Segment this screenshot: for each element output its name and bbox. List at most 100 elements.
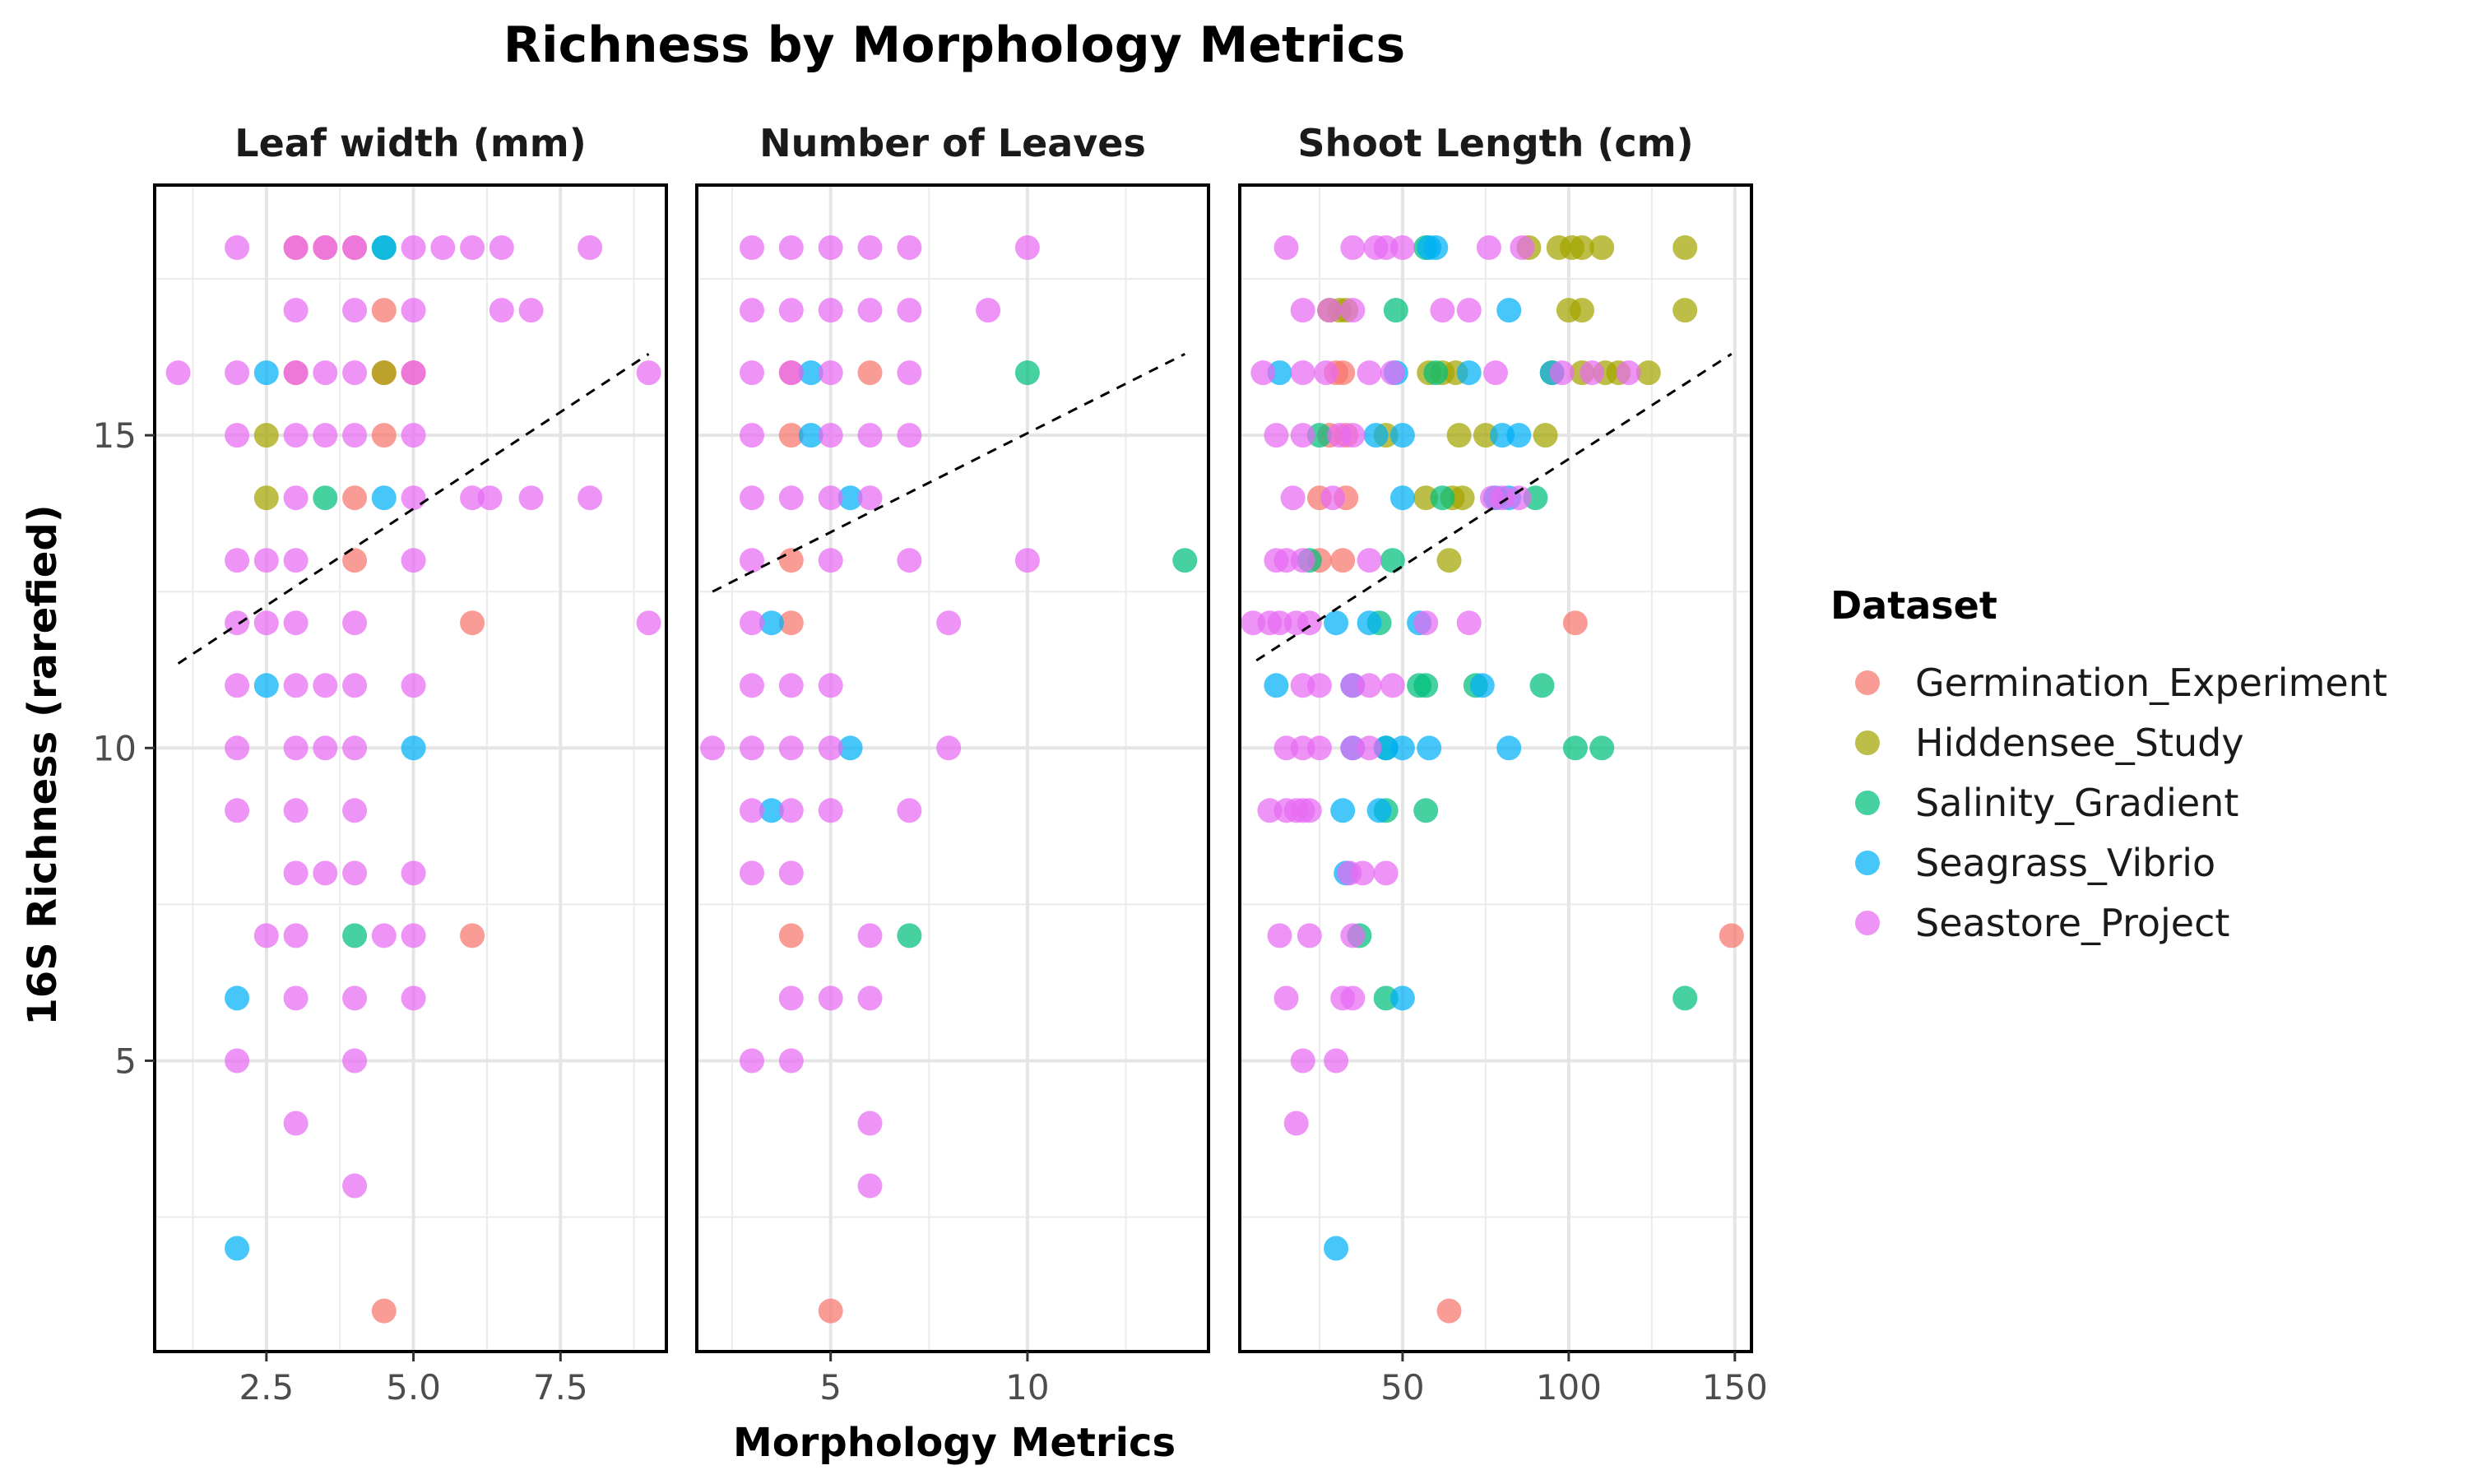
data-point [857,1111,883,1136]
data-point [313,423,338,448]
data-point [740,798,764,823]
data-point [778,985,804,1011]
data-point [740,735,764,761]
trend-line [712,352,1185,593]
data-point [283,985,308,1011]
data-point [1283,1111,1309,1136]
data-point [1446,423,1472,448]
data-point [1423,235,1449,260]
data-point [371,360,397,386]
data-point [897,298,922,323]
data-point [313,485,338,511]
series-hiddensee-study [253,360,397,511]
data-point [371,423,397,448]
data-point [1413,798,1439,823]
data-point [897,423,922,448]
data-point [1324,610,1349,636]
data-point [1436,548,1462,573]
data-point [1357,548,1382,573]
data-point [740,1048,764,1074]
legend-key [1855,730,1880,755]
data-point [253,673,279,698]
data-point [283,673,308,698]
data-point [283,548,308,573]
legend-entry-seastore-project: Seastore_Project [1855,901,2229,945]
data-point [283,360,308,386]
data-point [1357,735,1382,761]
data-point [1357,610,1382,636]
data-point [401,548,426,573]
panel-background [1240,185,1751,1352]
panels-layer: Leaf width (mm) 2.5 5.0 7.5 5 10 15 Number of L… [93,121,1768,1407]
data-point [778,860,804,886]
series-salinity-gradient [897,360,1198,948]
x-tick-label: 150 [1702,1367,1768,1407]
data-point [1290,1048,1315,1074]
data-point [342,735,368,761]
data-point [936,610,962,636]
data-point [460,923,485,948]
data-point [1476,235,1501,260]
data-point [1014,235,1040,260]
data-point [778,485,804,511]
panel-border [695,183,1210,1353]
data-point [818,735,843,761]
data-point [283,923,308,948]
data-point [283,485,308,511]
data-point [283,235,308,260]
data-point [225,1236,250,1261]
data-point [798,360,823,386]
data-point [1363,423,1389,448]
data-point [857,985,883,1011]
data-point [897,923,922,948]
data-point [758,610,784,636]
data-point [1549,360,1575,386]
data-point [778,923,804,948]
legend-entry-hiddensee-study: Hiddensee_Study [1855,721,2244,765]
panel-strip-label: Shoot Length (cm) [1297,121,1693,165]
data-point [342,548,368,573]
data-point [1389,235,1415,260]
data-point [1340,423,1366,448]
data-point [897,360,922,386]
data-point [342,610,368,636]
data-point [1297,610,1322,636]
legend-entry-germination-experiment: Germination_Experiment [1855,661,2387,705]
x-axis-title: Morphology Metrics [733,1420,1176,1466]
legend-entry-salinity-gradient: Salinity_Gradient [1855,781,2238,825]
data-point [578,485,603,511]
data-point [1380,360,1405,386]
x-tick-label: 5 [819,1367,842,1407]
data-point [1340,985,1366,1011]
data-point [1250,360,1276,386]
data-point [1172,548,1198,573]
data-point [1280,485,1306,511]
data-point [1510,235,1535,260]
data-point [897,798,922,823]
legend-label: Seagrass_Vibrio [1915,841,2215,885]
data-point [818,485,843,511]
data-point [857,235,883,260]
data-point [342,235,368,260]
data-point [225,798,250,823]
data-point [313,360,338,386]
data-point [1496,298,1522,323]
data-point [837,485,863,511]
y-tick-label: 15 [93,415,137,456]
data-point [342,673,368,698]
data-point [857,485,883,511]
data-point [165,360,191,386]
data-point [225,1048,250,1074]
data-point [342,985,368,1011]
data-point [1330,798,1356,823]
data-point [313,860,338,886]
x-tick-label: 5.0 [386,1367,441,1407]
data-point [225,735,250,761]
data-point [897,235,922,260]
data-point [740,235,764,260]
data-point [283,860,308,886]
data-point [1589,735,1615,761]
data-point [371,1298,397,1324]
data-point [1469,673,1495,698]
